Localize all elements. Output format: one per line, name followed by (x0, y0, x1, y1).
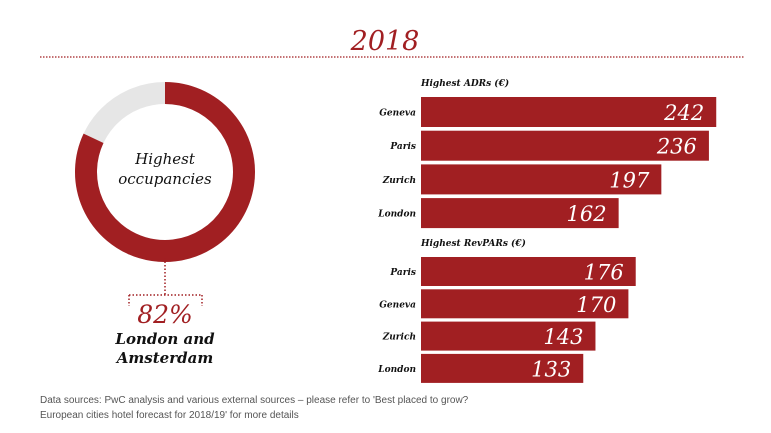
bar-value-label: 242 (663, 101, 704, 125)
adr-chart-title: Highest ADRs (€) (420, 78, 509, 89)
bar-london (421, 198, 619, 229)
donut-connector (128, 258, 203, 306)
bar-category-label: Zurich (382, 176, 416, 186)
bar-london (421, 353, 584, 383)
bar-category-label: Paris (389, 268, 416, 278)
bar-category-label: London (377, 365, 416, 375)
bar-paris (421, 257, 636, 286)
donut-value-arc (75, 82, 255, 262)
bar-zurich (421, 164, 662, 195)
donut-center-label-1: Highest (134, 150, 196, 168)
occupancy-caption-1: London and (114, 330, 215, 348)
bar-geneva (421, 289, 629, 319)
bar-value-label: 143 (543, 325, 583, 349)
occupancy-caption-2: Amsterdam (115, 349, 213, 367)
occupancy-value: 82% (137, 300, 193, 329)
bar-value-label: 133 (531, 357, 571, 381)
revpar-chart-title: Highest RevPARs (€) (420, 238, 526, 249)
bar-zurich (421, 321, 596, 351)
bar-paris (421, 130, 709, 161)
bar-value-label: 162 (567, 202, 607, 226)
bar-geneva (421, 97, 717, 127)
bar-value-label: 170 (576, 293, 616, 317)
footnote-line-2: European cities hotel forecast for 2018/… (40, 410, 299, 421)
footnote-line-1: Data sources: PwC analysis and various e… (40, 395, 469, 406)
bar-category-label: Geneva (379, 109, 416, 119)
bar-value-label: 197 (609, 168, 650, 192)
bar-value-label: 236 (656, 135, 697, 159)
bar-category-label: Paris (389, 142, 416, 152)
bar-category-label: Geneva (379, 300, 416, 310)
bar-value-label: 176 (584, 261, 624, 285)
bar-group: Geneva 242 Paris 236 Zurich 197 London 162 Paris… (377, 97, 717, 383)
footnote: Data sources: PwC analysis and various e… (40, 393, 468, 423)
bar-category-label: London (377, 210, 416, 220)
bar-category-label: Zurich (382, 333, 416, 343)
occupancy-donut (75, 82, 255, 262)
page-title: 2018 (350, 26, 420, 57)
donut-center-label-2: occupancies (118, 170, 212, 188)
